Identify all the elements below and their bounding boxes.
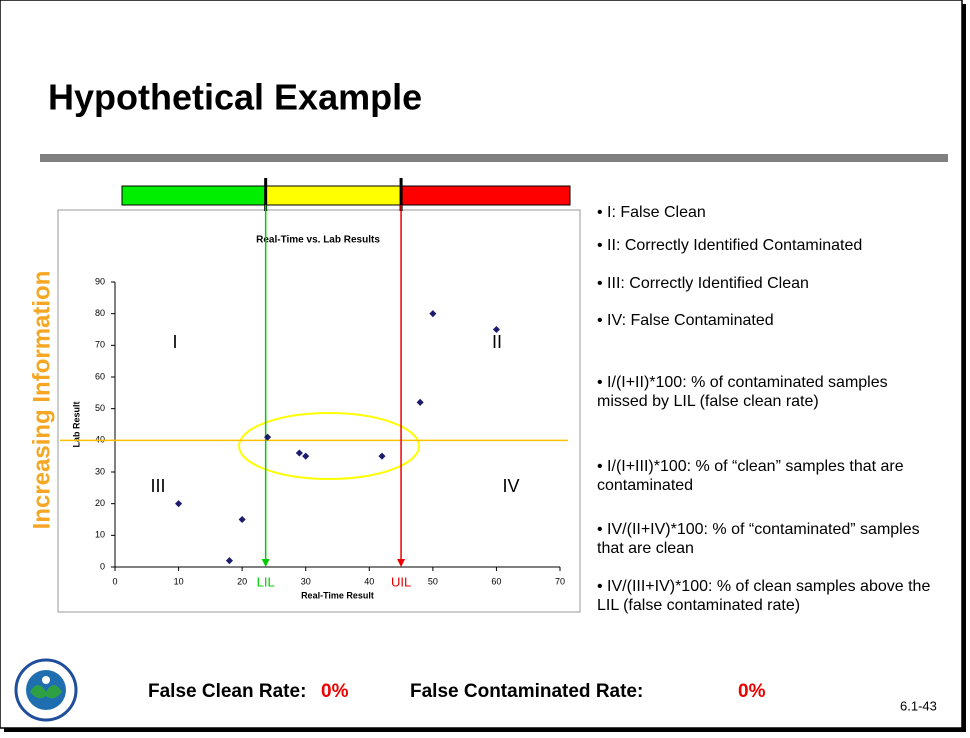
x-tick-label: 20	[237, 576, 247, 586]
uil-arrow	[397, 559, 406, 567]
bullet: IV: False Contaminated	[597, 311, 942, 330]
x-tick-label: 40	[364, 576, 374, 586]
y-axis-label: Lab Result	[71, 401, 81, 447]
y-tick-label: 60	[95, 371, 105, 381]
bar-green	[121, 185, 267, 206]
bullet: II: Correctly Identified Contaminated	[597, 236, 942, 255]
footer-value: 0%	[738, 681, 766, 702]
data-point	[302, 452, 310, 460]
footer-value: 0%	[321, 681, 349, 702]
data-point	[492, 325, 500, 334]
quadrant-label: II	[492, 332, 502, 352]
quadrant-label: IV	[502, 476, 519, 496]
side-label: Increasing Information	[28, 271, 55, 530]
slide-title: Hypothetical Example	[48, 77, 422, 118]
data-point	[264, 433, 272, 441]
lil-label: LIL	[257, 574, 275, 589]
x-tick-label: 50	[428, 576, 438, 586]
chart-title: Real-Time vs. Lab Results	[256, 235, 380, 246]
x-tick-label: 70	[555, 576, 565, 586]
chart-box	[57, 209, 581, 613]
bullet: III: Correctly Identified Clean	[597, 274, 942, 293]
y-tick-label: 20	[95, 498, 105, 508]
y-tick-label: 50	[95, 403, 105, 413]
data-point	[225, 557, 233, 565]
label-bg	[251, 575, 280, 591]
data-point	[295, 449, 303, 457]
footer-label: False Contaminated Rate:	[410, 681, 643, 702]
label-bg	[387, 575, 416, 591]
x-tick-label: 10	[174, 576, 184, 586]
y-tick-label: 30	[95, 466, 105, 476]
data-point	[238, 515, 246, 524]
x-tick-label: 60	[491, 576, 501, 586]
y-tick-label: 80	[95, 308, 105, 318]
bullet: IV/(III+IV)*100: % of clean samples abov…	[597, 577, 942, 615]
y-tick-label: 70	[95, 340, 105, 350]
uil-label: UIL	[391, 574, 411, 589]
x-tick-label: 30	[301, 576, 311, 586]
bullet: IV/(II+IV)*100: % of “contaminated” samp…	[597, 520, 942, 558]
y-tick-label: 0	[100, 561, 105, 571]
highlight-ellipse	[238, 412, 420, 480]
bar-yellow	[265, 185, 402, 206]
data-point	[416, 398, 424, 406]
epa-logo	[14, 658, 78, 722]
bullet: I: False Clean	[597, 203, 942, 222]
quadrant-label: III	[150, 476, 165, 496]
lil-arrow	[261, 559, 270, 567]
title-rule	[40, 154, 948, 162]
footer-label: False Clean Rate:	[148, 681, 306, 702]
x-axis-label: Real-Time Result	[301, 590, 374, 600]
y-tick-label: 10	[95, 530, 105, 540]
data-point	[378, 452, 386, 460]
slide-number: 6.1-43	[900, 698, 937, 713]
data-point	[175, 500, 183, 508]
x-tick-label: 0	[112, 576, 117, 586]
bullet: I/(I+III)*100: % of “clean” samples that…	[597, 457, 942, 495]
bar-red	[400, 185, 571, 206]
quadrant-label: I	[172, 332, 177, 352]
data-point	[429, 310, 437, 318]
bullet: I/(I+II)*100: % of contaminated samples …	[597, 373, 942, 411]
y-tick-label: 90	[95, 276, 105, 286]
